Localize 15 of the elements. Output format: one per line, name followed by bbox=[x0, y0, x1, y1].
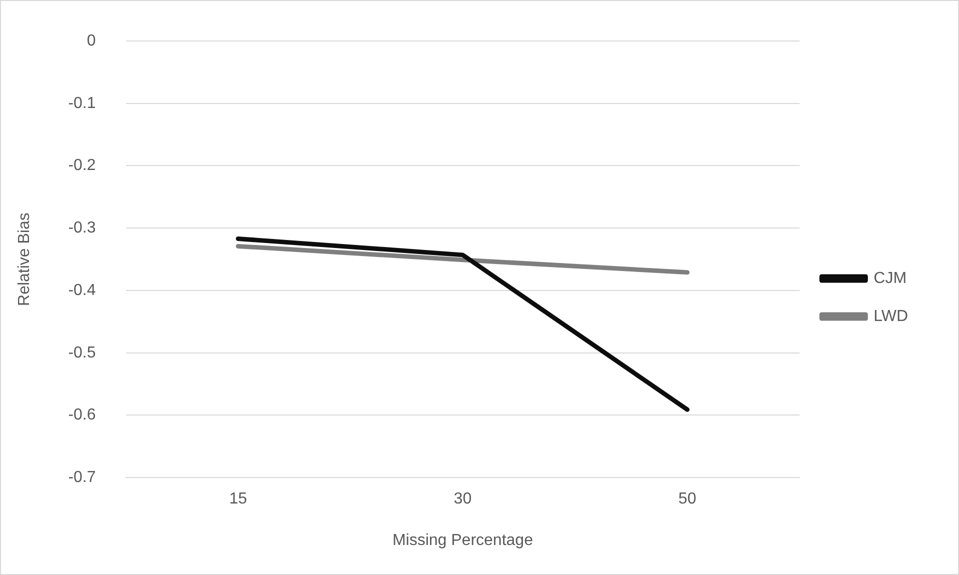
y-tick-label: -0.6 bbox=[68, 406, 96, 424]
x-tick-label: 50 bbox=[678, 490, 696, 508]
x-axis-title: Missing Percentage bbox=[392, 532, 534, 549]
y-tick-label: -0.4 bbox=[68, 282, 96, 299]
y-tick-label: -0.3 bbox=[68, 220, 96, 237]
x-tick-label: 15 bbox=[229, 490, 248, 508]
y-axis-title: Relative Bias bbox=[16, 212, 34, 306]
legend-label: CJM bbox=[874, 270, 907, 287]
legend-label: LWD bbox=[874, 308, 908, 325]
y-tick-label: -0.7 bbox=[68, 469, 96, 486]
y-tick-label: -0.5 bbox=[68, 344, 96, 362]
x-tick-label: 30 bbox=[454, 490, 472, 508]
y-tick-label: 0 bbox=[86, 32, 96, 50]
y-tick-label: -0.2 bbox=[68, 157, 96, 174]
y-tick-label: -0.1 bbox=[68, 94, 96, 112]
